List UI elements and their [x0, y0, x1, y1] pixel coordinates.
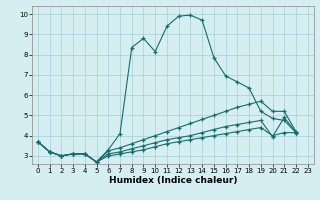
X-axis label: Humidex (Indice chaleur): Humidex (Indice chaleur): [108, 176, 237, 185]
